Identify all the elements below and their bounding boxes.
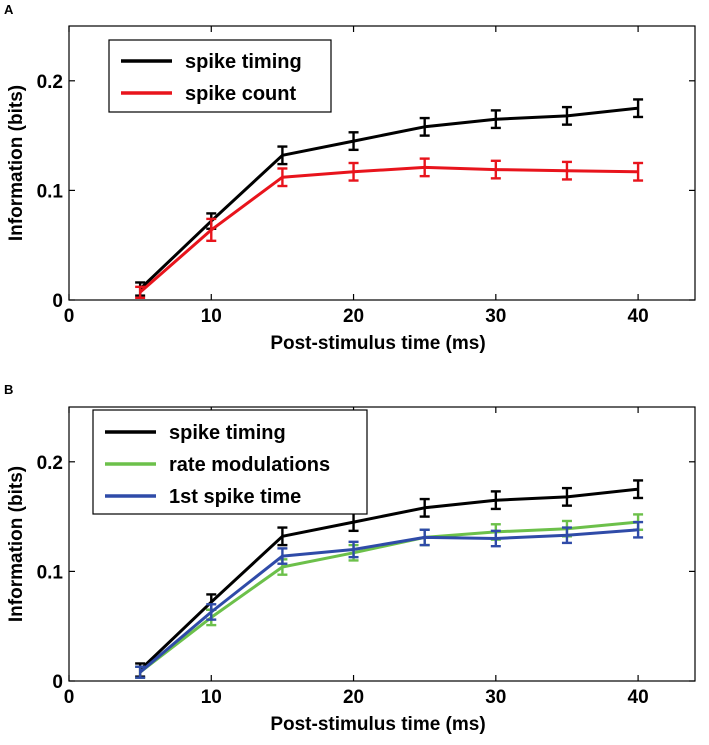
series-line (140, 108, 638, 289)
legend: spike timing rate modulations 1st spike ti… (93, 410, 367, 514)
x-tick-label: 30 (485, 306, 506, 327)
x-tick-label: 10 (201, 306, 222, 327)
x-tick-label: 30 (485, 687, 506, 708)
panel-label: A (4, 2, 14, 17)
y-tick-label: 0.1 (37, 562, 64, 583)
panel-a: A 0 10 20 30 40 0 0.1 0.2 Post-stimulus time (ms)… (4, 2, 695, 354)
legend-label: rate modulations (169, 454, 330, 476)
y-axis-label: Information (bits) (6, 466, 27, 622)
x-axis-label: Post-stimulus time (ms) (270, 714, 485, 735)
series-line (140, 530, 638, 672)
x-tick-label: 10 (201, 687, 222, 708)
x-tick-label: 40 (628, 306, 649, 327)
series-spike-count (135, 159, 643, 298)
series-line (140, 489, 638, 670)
x-tick-label: 0 (64, 306, 75, 327)
legend-label: spike timing (185, 51, 302, 73)
y-tick-label: 0 (52, 291, 63, 312)
legend-label: spike count (185, 83, 296, 105)
y-tick-label: 0.1 (37, 181, 64, 202)
x-tick-label: 0 (64, 687, 75, 708)
y-tick-label: 0 (52, 672, 63, 693)
legend-label: spike timing (169, 422, 286, 444)
x-axis-label: Post-stimulus time (ms) (270, 333, 485, 354)
x-tick-label: 40 (628, 687, 649, 708)
legend: spike timing spike count (109, 40, 331, 112)
series-spike-timing (135, 99, 643, 295)
panel-label: B (4, 382, 13, 397)
panel-b: B 0 10 20 30 40 0 0.1 0.2 Post-stimulus time (ms)… (4, 382, 695, 735)
x-tick-label: 20 (343, 306, 364, 327)
y-axis-label: Information (bits) (6, 85, 27, 241)
y-tick-label: 0.2 (37, 72, 63, 93)
x-tick-label: 20 (343, 687, 364, 708)
y-tick-label: 0.2 (37, 453, 63, 474)
legend-label: 1st spike time (169, 486, 301, 508)
